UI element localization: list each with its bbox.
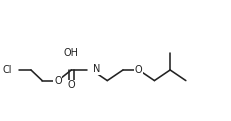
Text: N: N: [93, 64, 100, 74]
Text: Cl: Cl: [3, 65, 12, 75]
Text: OH: OH: [64, 48, 79, 58]
Text: O: O: [135, 65, 143, 75]
Text: O: O: [67, 80, 75, 90]
Text: O: O: [54, 76, 62, 86]
